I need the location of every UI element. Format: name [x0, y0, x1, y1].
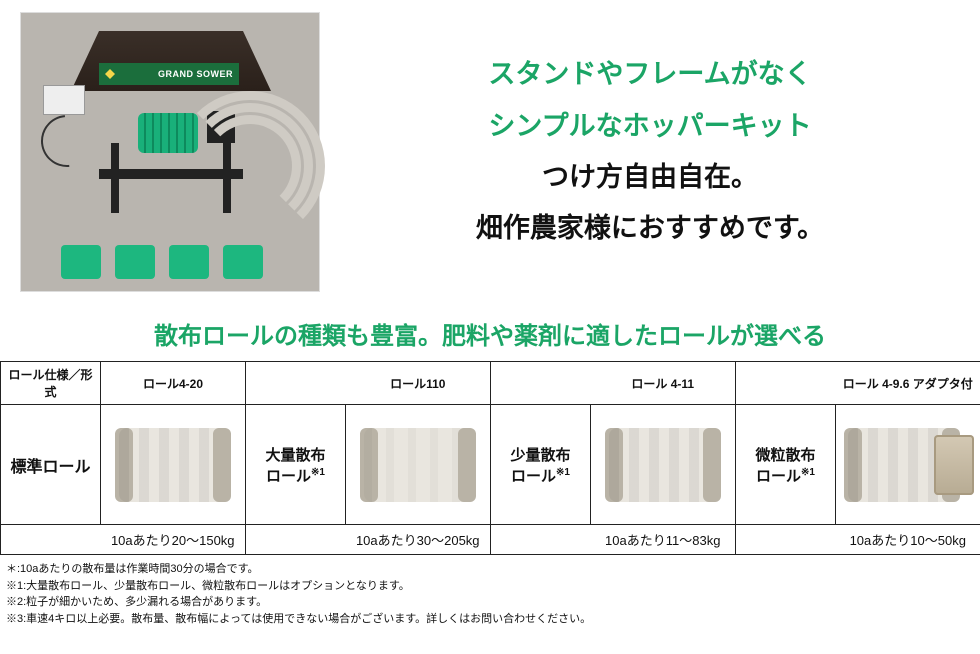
roll-spec-table: ロール仕様／形式 ロール4-20 ロール110 ロール 4-11 ロール 4-9…: [0, 361, 980, 555]
roll-type-label: 微粒散布 ロール※1: [736, 405, 836, 525]
sub-headline: 散布ロールの種類も豊富。肥料や薬剤に適したロールが選べる: [0, 316, 980, 351]
brand-plate: GRAND SOWER: [99, 63, 239, 85]
roll-type-label: 標準ロール: [1, 405, 101, 525]
roll-capacity: 10aあたり30～205kg: [346, 525, 491, 555]
headline-block: スタンドやフレームがなく シンプルなホッパーキット つけ方自由自在。 畑作農家様…: [320, 49, 960, 254]
roll-capacity: 10aあたり10～50kg: [836, 525, 980, 555]
roll-image: [836, 405, 980, 525]
headline-line: 畑作農家様におすすめです。: [340, 203, 960, 254]
table-header-model: ロール 4-9.6 アダプタ付: [836, 362, 980, 405]
roll-type-label: 少量散布 ロール※1: [491, 405, 591, 525]
footnote-line: ※3:車速4キロ以上必要。散布量、散布幅によっては使用できない場合がございます。…: [6, 611, 974, 628]
roll-image: [591, 405, 736, 525]
green-parts-row: [61, 245, 263, 279]
adapter-plate: [934, 435, 974, 495]
roll-capacity: 10aあたり11～83kg: [591, 525, 736, 555]
footnote-line: ※2:粒子が細かいため、多少漏れる場合があります。: [6, 594, 974, 611]
cable-icon: [30, 104, 103, 177]
headline-line: シンプルなホッパーキット: [340, 101, 960, 152]
roll-type-label: 大量散布 ロール※1: [246, 405, 346, 525]
table-header-model: ロール110: [346, 362, 491, 405]
hose-bundle: [185, 101, 305, 231]
roll-image: [101, 405, 246, 525]
top-section: GRAND SOWER スタンドやフレームがなく シンプルなホッパーキット つけ…: [0, 0, 980, 302]
roll-image: [346, 405, 491, 525]
product-photo: GRAND SOWER: [20, 12, 320, 292]
footnotes: ＊:10aあたりの散布量は作業時間30分の場合です。 ※1:大量散布ロール、少量…: [0, 555, 980, 637]
headline-line: つけ方自由自在。: [340, 152, 960, 203]
table-header-model: ロール 4-11: [591, 362, 736, 405]
roll-capacity: 10aあたり20～150kg: [101, 525, 246, 555]
headline-line: スタンドやフレームがなく: [340, 49, 960, 100]
footnote-line: ※1:大量散布ロール、少量散布ロール、微粒散布ロールはオプションとなります。: [6, 578, 974, 595]
table-header-model: ロール4-20: [101, 362, 246, 405]
controller-box: [43, 85, 85, 115]
table-header-label: ロール仕様／形式: [1, 362, 101, 405]
footnote-line: ＊:10aあたりの散布量は作業時間30分の場合です。: [6, 561, 974, 578]
